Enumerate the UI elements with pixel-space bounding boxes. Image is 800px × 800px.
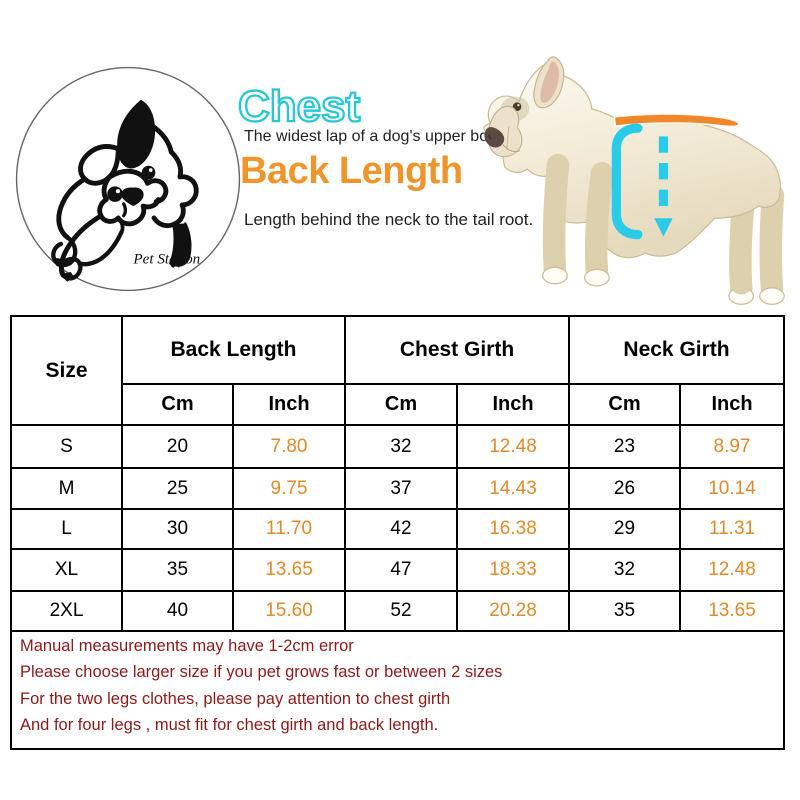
svg-text:Pet Station: Pet Station bbox=[132, 251, 200, 267]
